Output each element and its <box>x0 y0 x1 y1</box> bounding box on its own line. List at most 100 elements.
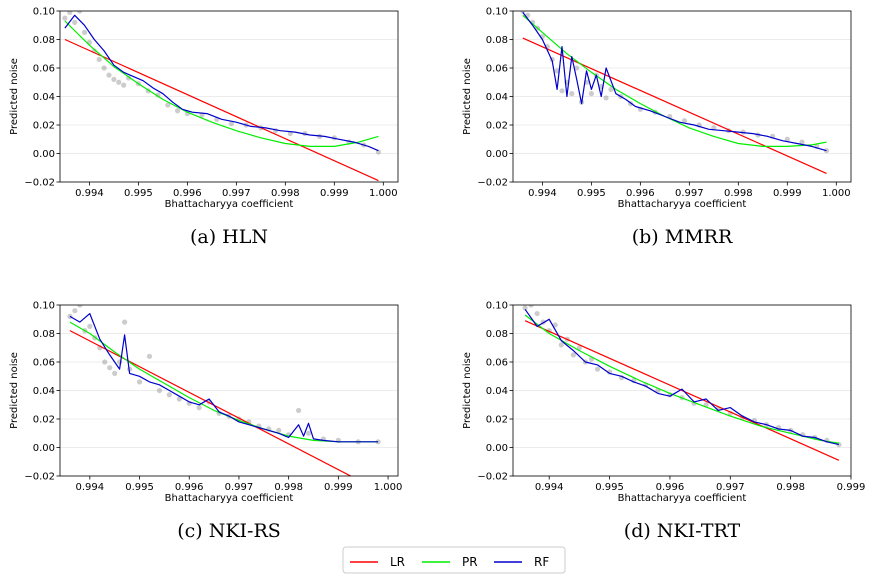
y-tick-label: 0.06 <box>486 64 508 75</box>
data-point <box>588 91 594 97</box>
y-tick-label: 0.00 <box>33 443 55 454</box>
subplot-0: 0.994 0.995 0.996 0.997 0.998 0.999 1.000 −0.02… <box>9 7 399 248</box>
x-tick-label: 0.999 <box>320 188 349 199</box>
data-point <box>574 65 580 71</box>
x-tick-label: 0.995 <box>577 188 606 199</box>
data-point <box>522 305 528 311</box>
x-tick-label: 0.997 <box>222 188 251 199</box>
data-point <box>174 108 181 114</box>
data-point <box>96 56 102 63</box>
y-tick-label: 0.08 <box>486 35 508 46</box>
y-tick-label: 0.10 <box>33 7 55 18</box>
data-point <box>76 11 83 14</box>
subplot-caption: (d) NKI-TRT <box>624 520 741 542</box>
series-line-lr <box>524 320 840 461</box>
legend-label-lr: LR <box>390 555 405 569</box>
y-tick-label: 0.04 <box>486 92 508 103</box>
plot-area <box>520 11 830 174</box>
data-point <box>228 120 235 127</box>
data-point <box>112 370 118 376</box>
y-tick-label: −0.02 <box>24 178 55 189</box>
x-tick-label: 0.994 <box>535 482 564 493</box>
y-tick-label: −0.02 <box>477 472 508 483</box>
x-tick-label: 0.998 <box>274 482 303 493</box>
panels: 0.994 0.995 0.996 0.997 0.998 0.999 1.000 −0.02… <box>9 7 865 543</box>
x-tick-label: 0.998 <box>776 482 805 493</box>
y-tick-label: 0.08 <box>486 329 508 340</box>
x-axis-label: Bhattacharyya coefficient <box>618 493 747 504</box>
data-point <box>576 345 582 351</box>
series-line-rf <box>69 313 379 443</box>
y-tick-label: 0.06 <box>486 358 508 369</box>
plot-area <box>67 305 381 476</box>
x-axis-label: Bhattacharyya coefficient <box>165 199 294 210</box>
data-point <box>67 11 73 16</box>
data-point <box>603 95 609 101</box>
series-line-rf <box>524 308 840 446</box>
data-point <box>559 88 565 94</box>
x-tick-label: 0.994 <box>75 188 104 199</box>
data-point <box>106 72 112 78</box>
y-tick-label: 0.02 <box>486 415 508 426</box>
data-point <box>554 68 560 74</box>
data-point <box>558 342 564 348</box>
data-point <box>77 305 83 308</box>
subplot-3: 0.994 0.995 0.996 0.997 0.998 0.999 −0.02 0.00 0… <box>462 301 865 543</box>
data-point <box>156 387 163 394</box>
y-tick-label: 0.08 <box>33 35 55 46</box>
x-tick-label: 0.996 <box>175 482 204 493</box>
x-tick-label: 0.997 <box>225 482 254 493</box>
data-point <box>62 15 68 21</box>
data-point <box>136 379 143 385</box>
y-tick-label: 0.00 <box>486 149 508 160</box>
x-tick-label: 0.996 <box>173 188 202 199</box>
series-line-rf <box>522 12 827 152</box>
legend-label-pr: PR <box>462 555 478 569</box>
data-point <box>87 323 93 329</box>
subplot-caption: (c) NKI-RS <box>177 520 281 542</box>
data-point <box>305 430 312 436</box>
data-point <box>528 305 534 308</box>
series-line-lr <box>522 37 827 174</box>
data-point <box>166 392 172 398</box>
x-tick-label: 0.995 <box>125 482 154 493</box>
y-tick-label: 0.08 <box>33 329 55 340</box>
data-point <box>121 82 127 88</box>
y-tick-label: 0.04 <box>486 386 508 397</box>
plot-area <box>62 11 382 182</box>
x-tick-label: 0.999 <box>837 482 866 493</box>
y-tick-label: 0.10 <box>486 7 508 18</box>
data-point <box>111 76 117 82</box>
data-point <box>122 319 128 325</box>
data-point <box>72 308 78 314</box>
series-line-lr <box>69 330 352 476</box>
data-point <box>552 322 558 328</box>
y-tick-label: 0.02 <box>486 121 508 132</box>
y-tick-label: 0.10 <box>486 301 508 312</box>
x-tick-label: 0.999 <box>324 482 353 493</box>
data-point <box>594 366 601 372</box>
plot-area <box>522 305 842 461</box>
data-point <box>799 139 805 145</box>
subplot-caption: (a) HLN <box>190 226 268 248</box>
data-point <box>102 359 108 365</box>
data-point <box>295 407 302 414</box>
data-point <box>125 75 132 81</box>
y-tick-label: 0.06 <box>33 64 55 75</box>
y-tick-label: −0.02 <box>477 178 508 189</box>
x-tick-label: 1.000 <box>369 188 398 199</box>
y-tick-label: 0.02 <box>33 415 55 426</box>
x-tick-label: 0.994 <box>76 482 105 493</box>
data-point <box>101 65 107 71</box>
data-point <box>570 352 576 358</box>
series-line-pr <box>522 14 827 147</box>
x-tick-label: 0.998 <box>271 188 300 199</box>
data-point <box>176 396 182 402</box>
x-tick-label: 1.000 <box>822 188 851 199</box>
y-tick-label: 0.04 <box>33 92 55 103</box>
data-point <box>81 29 88 35</box>
x-tick-label: 0.999 <box>773 188 802 199</box>
y-tick-label: 0.00 <box>486 443 508 454</box>
y-tick-label: 0.00 <box>33 149 55 160</box>
